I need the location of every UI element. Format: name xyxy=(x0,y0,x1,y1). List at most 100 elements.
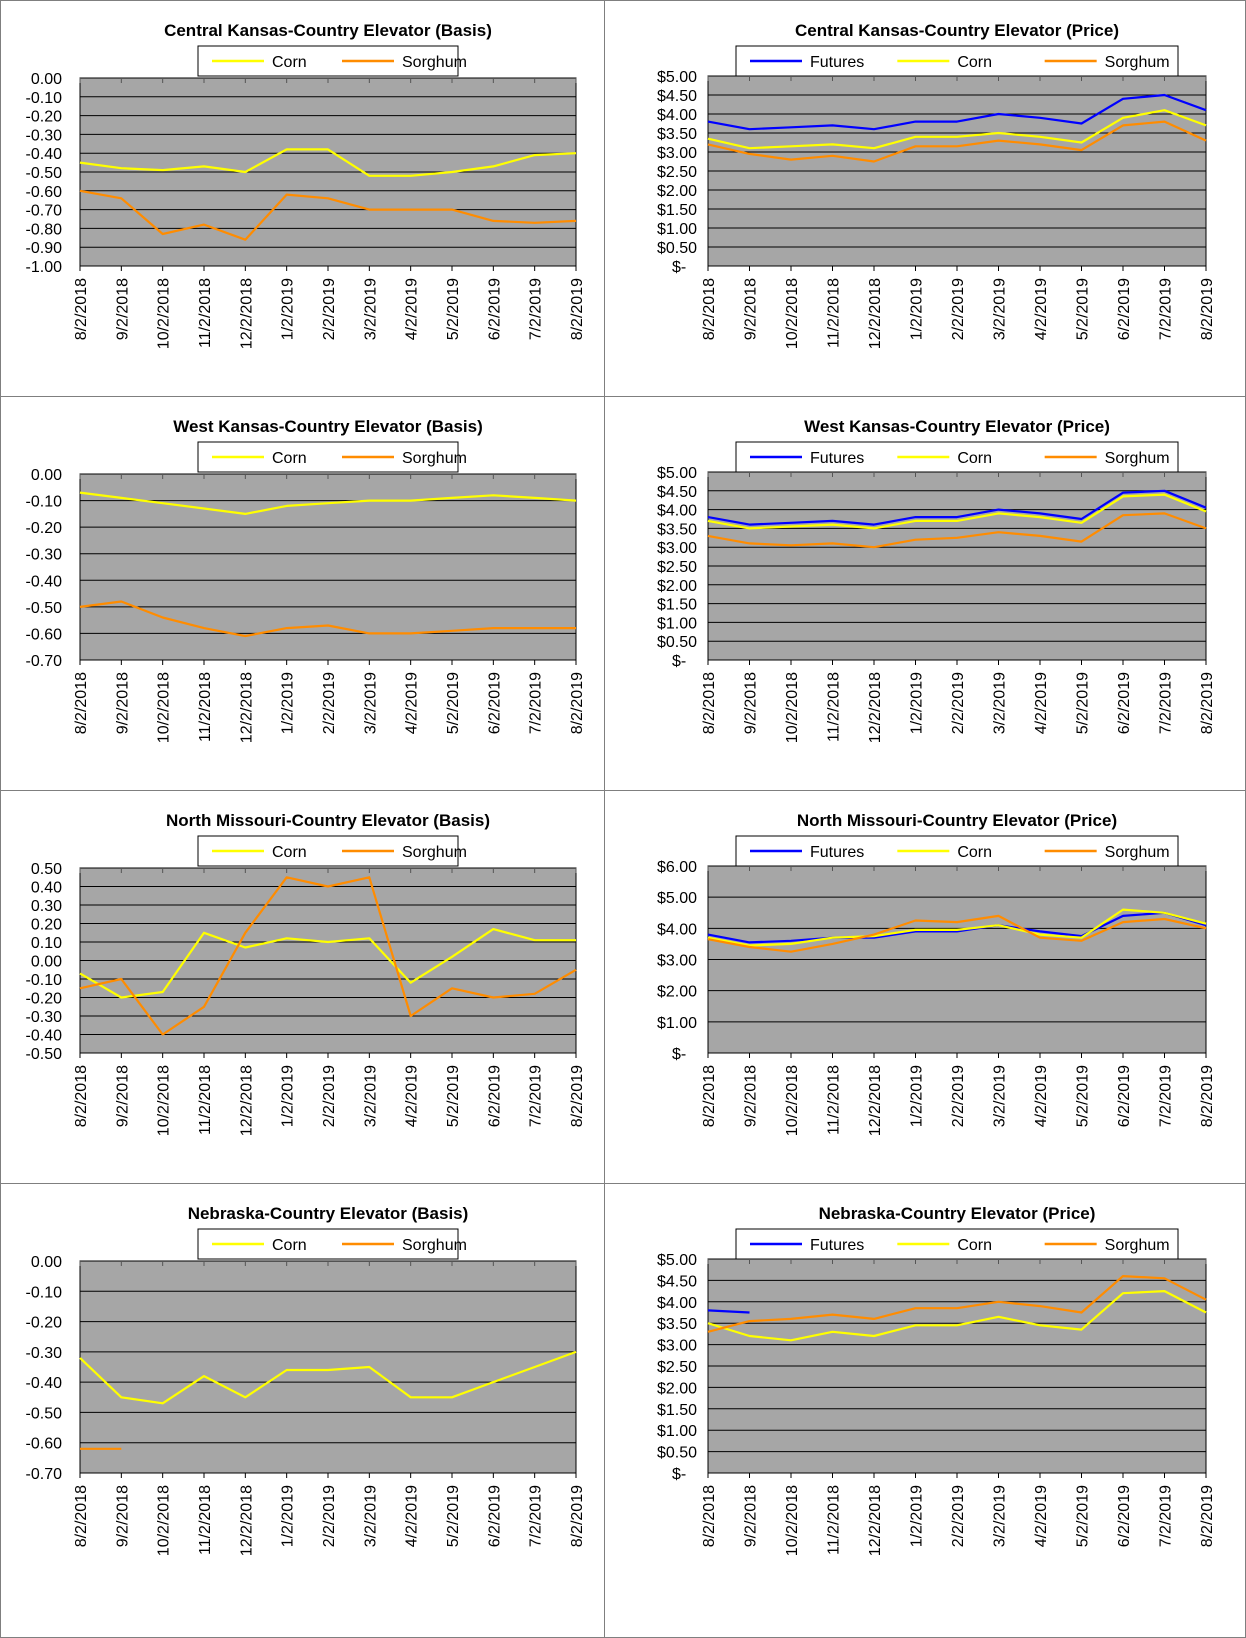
x-tick-label: 8/2/2019 xyxy=(1199,1485,1216,1547)
x-tick-label: 9/2/2018 xyxy=(743,278,760,340)
y-tick-label: -0.10 xyxy=(26,494,63,511)
x-tick-label: 3/2/2019 xyxy=(362,1065,379,1127)
x-tick-label: 7/2/2019 xyxy=(528,672,545,734)
y-tick-label: -1.00 xyxy=(26,259,63,276)
x-tick-label: 12/2/2018 xyxy=(238,278,255,349)
x-tick-label: 1/2/2019 xyxy=(909,672,926,734)
y-tick-label: 0.00 xyxy=(31,954,62,971)
x-tick-label: 5/2/2019 xyxy=(445,1485,462,1547)
y-tick-label: $2.50 xyxy=(657,164,697,181)
x-tick-label: 8/2/2019 xyxy=(569,1065,586,1127)
x-tick-label: 12/2/2018 xyxy=(867,1485,884,1556)
x-tick-label: 11/2/2018 xyxy=(826,1485,843,1555)
x-tick-label: 8/2/2018 xyxy=(73,1485,90,1547)
y-tick-label: -0.20 xyxy=(26,520,63,537)
x-tick-label: 8/2/2018 xyxy=(701,672,718,734)
y-tick-label: $- xyxy=(672,1466,686,1483)
y-tick-label: $6.00 xyxy=(657,859,697,876)
y-tick-label: 0.40 xyxy=(31,880,62,897)
x-tick-label: 8/2/2018 xyxy=(701,1065,718,1127)
chart-title: Nebraska-Country Elevator (Basis) xyxy=(188,1204,469,1223)
legend-box xyxy=(197,835,459,867)
legend-label-futures: Futures xyxy=(810,844,864,861)
y-tick-label: $4.00 xyxy=(657,1295,697,1312)
series-line-sorghum xyxy=(707,1275,1207,1333)
y-tick-label: $5.00 xyxy=(657,890,697,907)
x-tick-label: 8/2/2018 xyxy=(701,1485,718,1547)
y-tick-label: -0.40 xyxy=(26,146,63,163)
y-tick-label: $4.50 xyxy=(657,1273,697,1290)
x-tick-label: 2/2/2019 xyxy=(321,672,338,734)
x-tick-label: 3/2/2019 xyxy=(992,278,1009,340)
y-tick-label: -0.50 xyxy=(26,1405,63,1422)
x-tick-label: 3/2/2019 xyxy=(992,1065,1009,1127)
x-tick-label: 11/2/2018 xyxy=(826,1065,843,1135)
x-tick-label: 1/2/2019 xyxy=(280,1065,297,1127)
x-tick-label: 1/2/2019 xyxy=(909,1485,926,1547)
y-tick-label: $3.50 xyxy=(657,521,697,538)
x-tick-label: 11/2/2018 xyxy=(826,672,843,742)
legend-label-futures: Futures xyxy=(810,450,864,467)
y-tick-label: -0.10 xyxy=(26,972,63,989)
x-tick-label: 11/2/2018 xyxy=(197,278,214,348)
y-tick-label: -0.50 xyxy=(26,165,63,182)
legend-label-futures: Futures xyxy=(810,54,864,71)
y-tick-label: 0.50 xyxy=(31,861,62,878)
legend-label-corn: Corn xyxy=(272,450,307,467)
y-tick-label: -0.40 xyxy=(26,1375,63,1392)
y-tick-label: -0.60 xyxy=(26,626,63,643)
x-tick-label: 2/2/2019 xyxy=(950,672,967,734)
x-tick-label: 7/2/2019 xyxy=(1158,672,1175,734)
y-tick-label: $2.00 xyxy=(657,183,697,200)
y-tick-label: -0.20 xyxy=(26,991,63,1008)
y-tick-label: -0.30 xyxy=(26,1009,63,1026)
chart-title: West Kansas-Country Elevator (Basis) xyxy=(173,417,483,436)
legend-label-futures: Futures xyxy=(810,1237,864,1254)
x-tick-label: 10/2/2018 xyxy=(156,1485,173,1556)
y-tick-label: $5.00 xyxy=(657,1252,697,1269)
x-tick-label: 3/2/2019 xyxy=(992,1485,1009,1547)
x-tick-label: 4/2/2019 xyxy=(404,1485,421,1547)
series-line-futures xyxy=(707,1309,750,1314)
chart-title: North Missouri-Country Elevator (Price) xyxy=(797,811,1117,830)
x-tick-label: 8/2/2018 xyxy=(73,672,90,734)
chart-1: Central Kansas-Country Elevator (Basis) C… xyxy=(26,21,586,349)
x-tick-label: 5/2/2019 xyxy=(1075,672,1092,734)
y-tick-label: $5.00 xyxy=(657,69,697,86)
x-tick-label: 5/2/2019 xyxy=(445,278,462,340)
x-tick-label: 4/2/2019 xyxy=(404,1065,421,1127)
y-tick-label: $3.00 xyxy=(657,953,697,970)
y-tick-label: -0.40 xyxy=(26,1028,63,1045)
x-tick-label: 5/2/2019 xyxy=(1075,278,1092,340)
chart-8: Nebraska-Country Elevator (Price) Futures… xyxy=(657,1204,1216,1556)
y-tick-label: $4.00 xyxy=(657,921,697,938)
x-tick-label: 4/2/2019 xyxy=(404,672,421,734)
x-tick-label: 6/2/2019 xyxy=(486,1485,503,1547)
x-tick-label: 8/2/2018 xyxy=(701,278,718,340)
legend-label-corn: Corn xyxy=(957,450,992,467)
y-tick-label: $1.50 xyxy=(657,1402,697,1419)
y-tick-label: $1.00 xyxy=(657,221,697,238)
x-tick-label: 8/2/2018 xyxy=(73,1065,90,1127)
series-line-corn xyxy=(79,148,577,177)
x-tick-label: 10/2/2018 xyxy=(784,278,801,349)
x-tick-label: 10/2/2018 xyxy=(784,1065,801,1136)
x-tick-label: 3/2/2019 xyxy=(362,1485,379,1547)
x-tick-label: 8/2/2019 xyxy=(1199,1065,1216,1127)
x-tick-label: 7/2/2019 xyxy=(1158,1065,1175,1127)
y-tick-label: 0.20 xyxy=(31,917,62,934)
x-tick-label: 9/2/2018 xyxy=(114,672,131,734)
y-tick-label: $3.50 xyxy=(657,126,697,143)
x-tick-label: 12/2/2018 xyxy=(867,1065,884,1136)
series-line-futures xyxy=(707,93,1207,131)
y-tick-label: -0.70 xyxy=(26,203,63,220)
x-tick-label: 2/2/2019 xyxy=(321,1485,338,1547)
x-tick-label: 12/2/2018 xyxy=(238,1065,255,1136)
series-line-sorghum xyxy=(707,914,1207,953)
y-tick-label: -0.60 xyxy=(26,1436,63,1453)
x-tick-label: 7/2/2019 xyxy=(528,278,545,340)
x-tick-label: 1/2/2019 xyxy=(280,1485,297,1547)
x-tick-label: 2/2/2019 xyxy=(950,278,967,340)
x-tick-label: 6/2/2019 xyxy=(486,672,503,734)
